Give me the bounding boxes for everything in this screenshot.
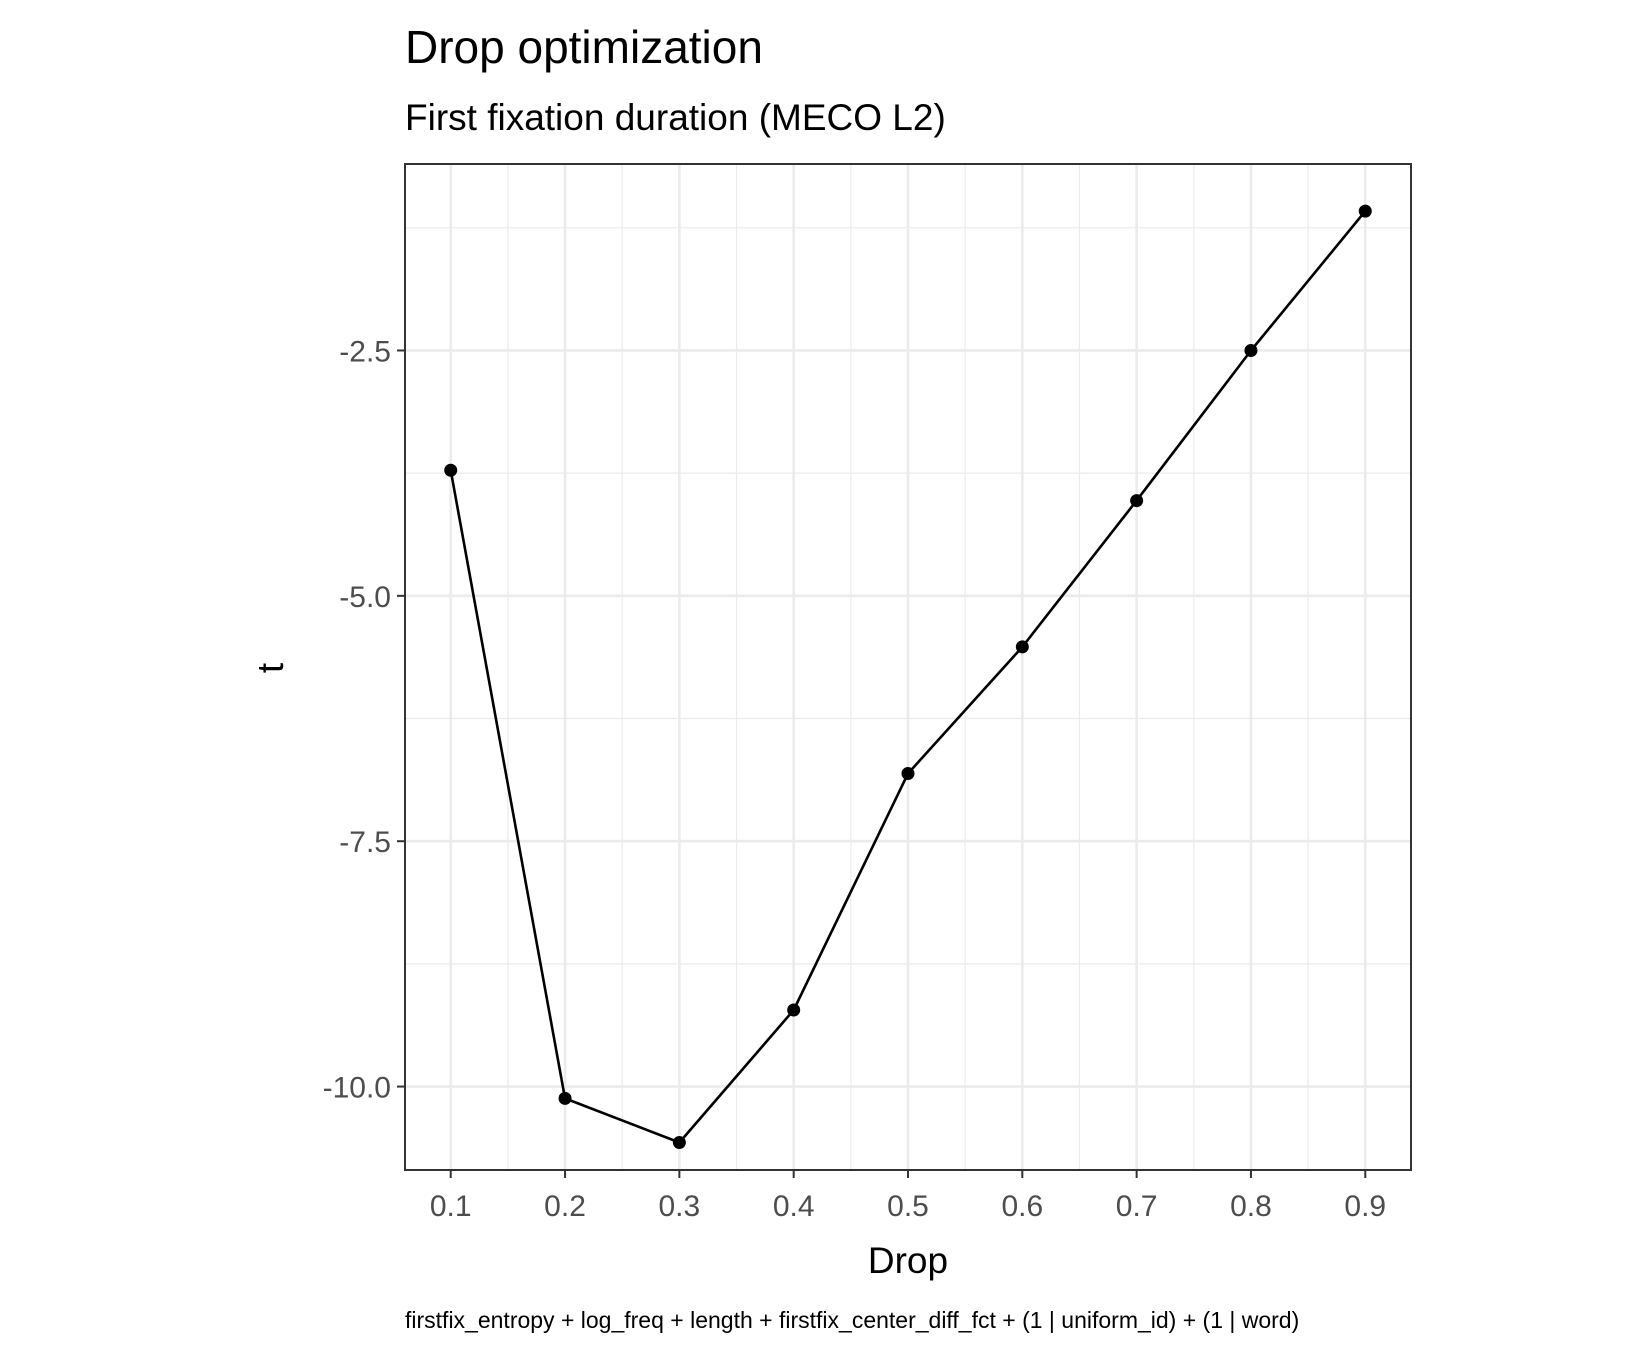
grid-major bbox=[405, 164, 1411, 1170]
data-point bbox=[1358, 204, 1372, 218]
data-point bbox=[787, 1003, 801, 1017]
x-tick-label: 0.2 bbox=[544, 1190, 586, 1223]
y-tick-label: -2.5 bbox=[339, 335, 391, 368]
chart-title: Drop optimization bbox=[405, 21, 763, 73]
x-axis-title: Drop bbox=[868, 1240, 948, 1281]
data-point bbox=[1244, 343, 1258, 357]
x-tick-label: 0.3 bbox=[659, 1190, 701, 1223]
data-point bbox=[672, 1136, 686, 1150]
x-tick-label: 0.8 bbox=[1230, 1190, 1272, 1223]
x-tick-label: 0.1 bbox=[430, 1190, 472, 1223]
data-point bbox=[1130, 494, 1144, 508]
series-points bbox=[444, 204, 1372, 1150]
data-point bbox=[901, 766, 915, 780]
x-tick-label: 0.5 bbox=[887, 1190, 929, 1223]
x-tick-label: 0.4 bbox=[773, 1190, 815, 1223]
data-point bbox=[558, 1091, 572, 1105]
data-point bbox=[444, 463, 458, 477]
chart-subtitle: First fixation duration (MECO L2) bbox=[405, 97, 946, 138]
model-formula-caption: firstfix_entropy + log_freq + length + f… bbox=[405, 1307, 1299, 1333]
y-axis-ticks: -2.5 -5.0 -7.5 -10.0 bbox=[323, 335, 405, 1105]
y-tick-label: -5.0 bbox=[339, 581, 391, 614]
y-tick-label: -10.0 bbox=[323, 1072, 391, 1105]
x-tick-label: 0.7 bbox=[1116, 1190, 1158, 1223]
x-tick-label: 0.9 bbox=[1344, 1190, 1386, 1223]
data-point bbox=[1015, 640, 1029, 654]
x-tick-label: 0.6 bbox=[1001, 1190, 1043, 1223]
x-axis-ticks: 0.1 0.2 0.3 0.4 0.5 0.6 0.7 0.8 0.9 bbox=[430, 1170, 1386, 1223]
y-tick-label: -7.5 bbox=[339, 826, 391, 859]
y-axis-title: t bbox=[250, 662, 291, 673]
